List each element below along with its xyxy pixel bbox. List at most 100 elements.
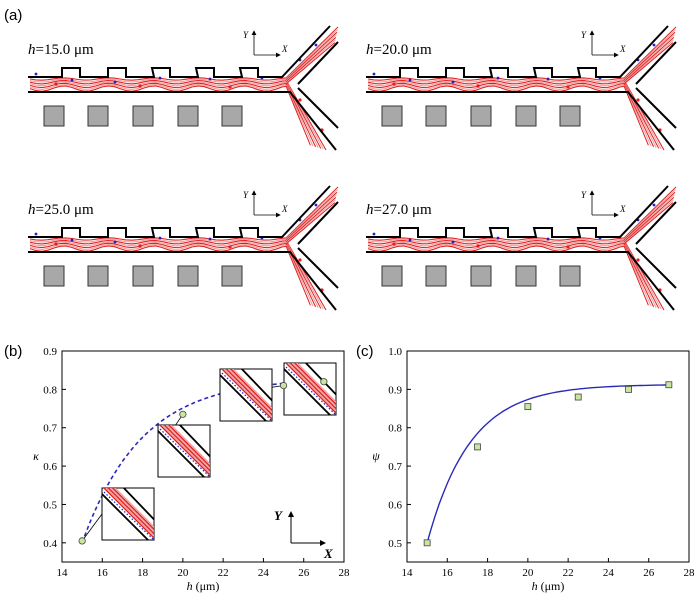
streamline-upper [285,34,337,82]
inset-frame [157,424,211,478]
inset-wall [102,492,150,540]
particle-blue [372,232,376,236]
y-tick-label: 0.9 [43,346,57,358]
inset-frame [219,368,273,422]
inset-frame [101,487,155,541]
inset-streamline [107,488,154,535]
streamline-lower [623,239,665,311]
y-tick-label: 0.9 [388,384,402,396]
data-point [524,403,532,411]
streamline-upper [623,199,674,244]
data-point [179,410,187,418]
inset-streamline [103,488,154,539]
particle-blue [496,76,500,80]
streamline-upper [285,202,336,245]
channel-panel-1: h=15.0 μm Y X [28,25,339,151]
streamline-lower [623,80,662,150]
particle-blue [652,203,656,207]
obstacle-square [515,265,537,287]
obstacle-square [470,265,492,287]
streamline-lower [623,244,652,307]
channel-branch-lower-wall [635,87,677,129]
x-tick-label: 28 [339,567,351,579]
inset-wall [158,429,206,477]
chart-c-ylabel: ψ [372,449,380,463]
inset-streamline [165,425,210,470]
streamline-upper [285,191,338,241]
chart-c-xlabel: h (μm) [532,579,565,593]
data-point [474,443,481,451]
particle-red [566,85,570,89]
inset-streamline [291,363,336,408]
y-tick-label: 0.6 [388,499,402,511]
particle-red [298,258,302,262]
streamline [367,244,627,250]
streamline [367,81,627,87]
streamline-upper [623,37,675,83]
channel-branch-lower-wall [297,247,339,289]
streamline-upper [623,191,676,241]
channel-panel-4: h=27.0 μm Y X [366,185,677,311]
fit-curve-solid [426,384,669,543]
particle-blue [652,43,656,47]
inset-streamline [296,363,336,403]
x-tick-label: 18 [137,567,149,579]
streamline [367,239,627,245]
streamline-lower [285,79,327,151]
channel-bottom-wall [28,251,337,311]
inset-streamline [163,425,210,472]
obstacle-square [177,105,199,127]
inset-2 [157,414,211,478]
streamline-lower [285,85,311,146]
streamline-upper [285,31,338,81]
streamline [367,82,627,89]
chart-c-frame [406,350,690,563]
particle-red [392,82,396,86]
inset-streamline [221,369,272,420]
chart-c-fit-curve [426,384,669,543]
particle-blue [34,72,38,76]
streamline-lower [285,239,327,311]
data-point [279,381,288,390]
inset-particle-line [221,372,272,421]
channel-top-wall [366,185,669,238]
streamline-upper [285,39,336,84]
streamline [367,245,627,252]
particle-blue [372,72,376,76]
streamline [29,241,289,247]
streamline [367,84,627,90]
particle-blue [546,77,550,81]
x-tick-label: 14 [57,567,69,579]
obstacle-square [559,105,581,127]
particle-red [54,242,58,246]
particle-blue [408,238,412,242]
particle-blue [158,76,162,80]
streamline [367,79,627,85]
channel-h-label: h=15.0 μm [28,42,94,58]
particle-red [476,84,480,88]
channel-y-letter: Y [581,190,587,200]
x-tick-label: 20 [522,567,534,579]
inset-streamline [167,425,210,468]
particle-red [228,245,232,249]
inset-streamline [293,363,336,406]
inset-wall [122,488,154,521]
inset-streamline [287,363,336,412]
streamline-upper [623,194,675,242]
channel-x-letter: X [281,204,288,214]
channel-y-letter: Y [581,30,587,40]
obstacle-square [381,105,403,127]
inset-frame [283,362,337,416]
streamline-lower [623,245,649,306]
inset-streamline [289,363,336,410]
particle-red [54,82,58,86]
channel-h-label: h=25.0 μm [28,202,94,218]
obstacle-square [43,105,65,127]
obstacle-square [87,265,109,287]
streamline [29,81,289,87]
inset-streamline [105,488,154,537]
inset-streamline [225,369,272,416]
y-tick-label: 0.5 [43,499,57,511]
inset-particle-line [285,366,336,415]
